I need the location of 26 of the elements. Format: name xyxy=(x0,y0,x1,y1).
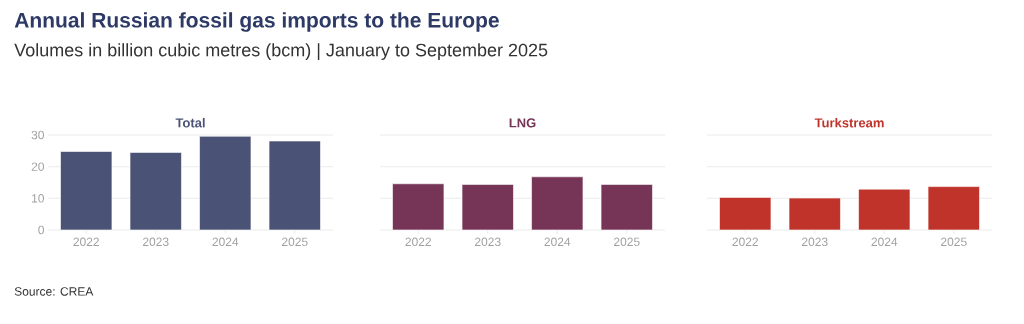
source-note: Source: CREA xyxy=(14,287,94,296)
x-tick-label: 2025 xyxy=(282,237,308,247)
y-tick-label: 30 xyxy=(31,130,44,140)
x-tick-label: 2024 xyxy=(544,237,571,247)
x-tick-label: 2022 xyxy=(73,237,99,247)
x-tick-label: 2025 xyxy=(941,237,967,247)
y-tick-label: 10 xyxy=(32,194,44,203)
x-tick-label: 2023 xyxy=(802,237,828,247)
bar xyxy=(788,197,841,231)
bar xyxy=(927,186,980,231)
y-tick-label: 0 xyxy=(38,225,45,235)
x-tick-label: 2024 xyxy=(212,237,239,247)
x-tick-label: 2025 xyxy=(614,237,640,247)
chart-title: Turkstream xyxy=(814,117,884,128)
x-tick-label: 2022 xyxy=(732,237,758,247)
x-tick-label: 2022 xyxy=(405,237,431,247)
x-tick-label: 2024 xyxy=(871,237,898,247)
x-tick-label: 2023 xyxy=(475,237,501,247)
text: Annual Russian fossil gas imports to the Europe xyxy=(14,12,499,32)
bar xyxy=(719,197,772,231)
y-tick-label: 20 xyxy=(31,162,44,171)
bar xyxy=(858,188,911,231)
chart-title: LNG xyxy=(509,118,536,128)
chart-title: Total xyxy=(175,117,205,128)
text: Volumes in billion cubic metres (bcm) | January to September 2025 xyxy=(14,43,548,61)
x-tick-label: 2023 xyxy=(143,237,169,247)
